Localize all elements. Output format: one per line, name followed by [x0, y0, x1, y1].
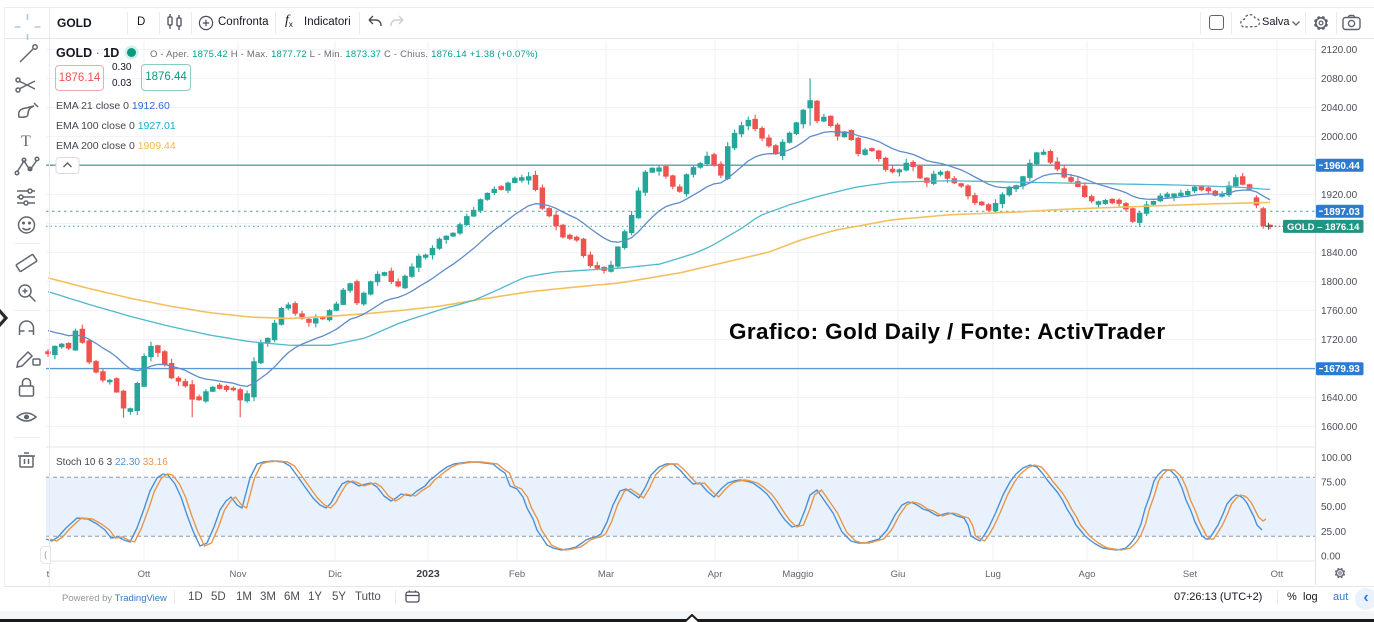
svg-text:1800.00: 1800.00 [1321, 277, 1358, 288]
svg-text:2040.00: 2040.00 [1321, 103, 1358, 114]
svg-text:1640.00: 1640.00 [1321, 393, 1358, 404]
svg-text:1920.00: 1920.00 [1321, 190, 1358, 201]
svg-text:T: T [21, 133, 31, 150]
svg-text:Ago: Ago [1079, 569, 1096, 580]
svg-text:1897.03: 1897.03 [1324, 207, 1361, 218]
svg-text:Mar: Mar [598, 569, 614, 580]
svg-text:Apr: Apr [708, 569, 723, 580]
svg-text:1720.00: 1720.00 [1321, 335, 1358, 346]
svg-text:50.00: 50.00 [1321, 502, 1346, 513]
svg-text:1679.93: 1679.93 [1324, 364, 1361, 375]
svg-text:1960.44: 1960.44 [1324, 161, 1361, 172]
svg-text:Lug: Lug [985, 569, 1001, 580]
svg-text:Maggio: Maggio [782, 569, 813, 580]
svg-text:2080.00: 2080.00 [1321, 74, 1358, 85]
svg-text:2023: 2023 [416, 568, 440, 580]
svg-text:Ott: Ott [1271, 569, 1284, 580]
svg-text:Giu: Giu [891, 569, 906, 580]
svg-text:GOLD – 1876.14: GOLD – 1876.14 [1287, 222, 1360, 233]
svg-text:25.00: 25.00 [1321, 527, 1346, 538]
svg-text:1840.00: 1840.00 [1321, 248, 1358, 259]
svg-text:Ott: Ott [138, 569, 151, 580]
svg-text:2120.00: 2120.00 [1321, 45, 1358, 56]
svg-text:1760.00: 1760.00 [1321, 306, 1358, 317]
svg-text:75.00: 75.00 [1321, 478, 1346, 489]
svg-text:100.00: 100.00 [1321, 453, 1352, 464]
svg-text:Set: Set [1183, 569, 1198, 580]
svg-text:Feb: Feb [509, 569, 525, 580]
svg-text:t: t [47, 569, 50, 580]
svg-text:1600.00: 1600.00 [1321, 422, 1358, 433]
svg-text:0.00: 0.00 [1321, 552, 1341, 563]
svg-text:Dic: Dic [328, 569, 342, 580]
svg-text:Nov: Nov [230, 569, 247, 580]
svg-text:2000.00: 2000.00 [1321, 132, 1358, 143]
